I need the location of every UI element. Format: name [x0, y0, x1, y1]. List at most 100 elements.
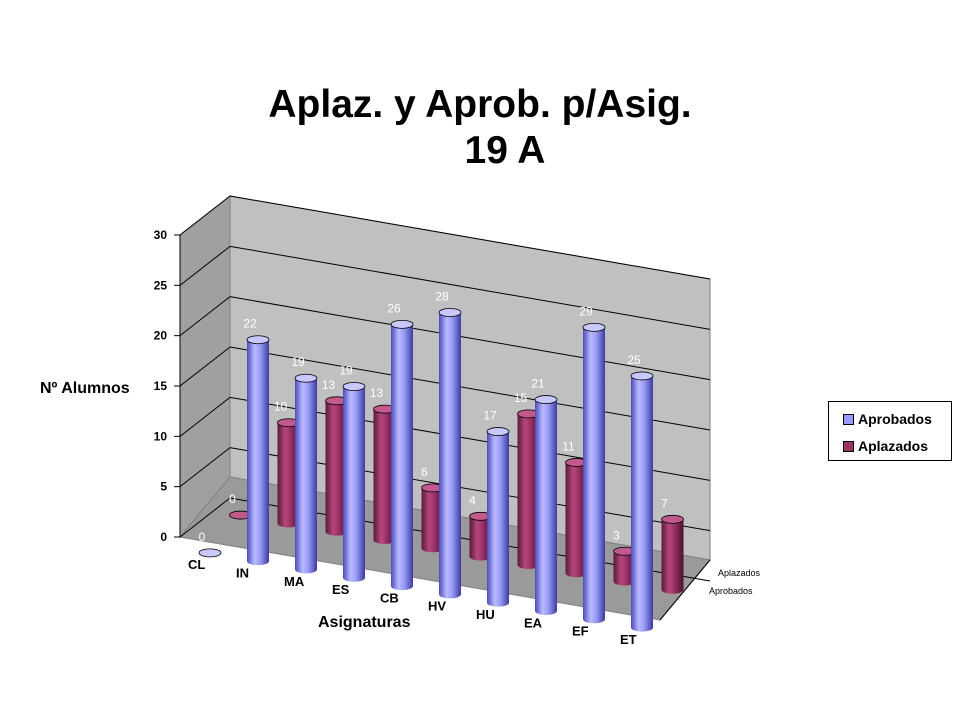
bar-aplazados-ea: 11 [562, 439, 588, 578]
gridline-side [179, 195, 231, 236]
bar-bottom [487, 598, 509, 607]
bar-body [391, 324, 413, 587]
x-tick-label: IN [236, 565, 249, 580]
bar-aprobados-ea: 21 [531, 377, 558, 615]
bar-body [325, 400, 348, 532]
data-label: 0 [199, 530, 206, 544]
bar-top [342, 382, 366, 391]
bar-aplazados-cl: 0 [229, 492, 252, 520]
legend: Aprobados Aplazados [828, 401, 952, 461]
bar-aprobados-ef: 29 [579, 304, 606, 624]
chart-title-line1: Aplaz. y Aprob. p/Asig. [268, 83, 692, 126]
data-label: 26 [387, 301, 401, 315]
data-label: 17 [483, 409, 497, 423]
y-tick-label: 15 [154, 379, 168, 393]
bar-body [421, 487, 444, 549]
bar-aplazados-hv: 4 [469, 493, 492, 561]
data-label: 22 [243, 317, 257, 331]
data-label: 7 [661, 496, 668, 510]
bar-body [343, 386, 365, 578]
data-label: 4 [469, 493, 476, 507]
depth-label-aplazados: Aplazados [718, 568, 761, 578]
bar-body [487, 431, 509, 603]
data-label: 6 [421, 465, 428, 479]
bar-body [661, 519, 684, 590]
bar-aprobados-hu: 17 [483, 409, 510, 607]
gridline-side [179, 497, 231, 538]
x-tick-label: HV [428, 599, 446, 614]
data-label: 13 [370, 386, 384, 400]
bar-bottom [631, 623, 653, 632]
data-label: 28 [435, 290, 449, 304]
legend-swatch-aprobados [843, 414, 854, 425]
bar-bottom [661, 585, 684, 594]
gridline-side [179, 245, 231, 286]
bar-aplazados-ef: 3 [613, 528, 636, 586]
bar-aprobados-in: 22 [243, 317, 270, 566]
data-label: 0 [229, 492, 236, 506]
bar-body [439, 312, 461, 595]
data-label: 19 [291, 355, 305, 369]
bar-aplazados-et: 7 [661, 496, 684, 594]
gridline-side [179, 296, 231, 337]
x-tick-label: CB [380, 590, 399, 605]
bar-bottom [535, 606, 557, 615]
bar-bottom [565, 569, 588, 578]
bar-bottom [277, 519, 300, 528]
bar-aprobados-es: 19 [339, 364, 366, 582]
bar-aplazados-in: 10 [274, 400, 300, 528]
bar-body [373, 409, 396, 540]
bar-aplazados-es: 13 [370, 386, 396, 544]
bar-bottom [295, 565, 317, 574]
data-label: 19 [339, 364, 353, 378]
bar-top [438, 308, 462, 317]
bar-top [198, 548, 222, 558]
bar-aplazados-hu: 15 [514, 391, 540, 569]
bar-aplazados-ma: 13 [322, 378, 348, 536]
y-tick-label: 30 [154, 228, 168, 242]
bar-top [534, 395, 558, 404]
bar-body [517, 413, 540, 565]
depth-label-aprobados: Aprobados [709, 586, 753, 596]
bar-top [390, 319, 414, 329]
bar-bottom [247, 557, 269, 566]
legend-label-aplazados: Aplazados [858, 438, 929, 454]
gridline [229, 296, 711, 381]
data-label: 21 [531, 377, 545, 391]
bar-body [277, 422, 300, 524]
x-tick-label: ES [332, 582, 350, 597]
bar-top [582, 322, 606, 332]
chart-title-line2: 19 A [464, 129, 546, 172]
bar-top [246, 335, 270, 345]
y-tick-label: 0 [160, 530, 167, 544]
bar-bottom [613, 577, 636, 586]
x-tick-label: MA [284, 574, 305, 589]
x-tick-label: CL [188, 557, 205, 572]
x-tick-label: HU [476, 607, 495, 622]
bar-bottom [343, 573, 365, 582]
gridline-side [179, 396, 231, 437]
bar-aprobados-cb: 26 [387, 301, 414, 591]
data-label: 29 [579, 304, 593, 318]
bar-body [583, 327, 605, 620]
bar-bottom [325, 527, 348, 536]
data-label: 3 [613, 528, 620, 542]
y-tick-label: 5 [160, 480, 167, 494]
gridline [229, 195, 711, 280]
bar-body [535, 399, 557, 611]
gridline-side [179, 346, 231, 387]
y-tick-label: 25 [154, 278, 168, 292]
x-tick-label: EF [572, 624, 589, 639]
data-label: 11 [562, 439, 575, 453]
data-label: 25 [627, 353, 641, 367]
data-label: 10 [274, 400, 288, 414]
gridline [229, 346, 711, 431]
bar-bottom [391, 582, 413, 591]
bar-bottom [439, 590, 461, 599]
bar-bottom [469, 552, 492, 561]
depth-axis-line [659, 559, 711, 621]
bar-top [630, 371, 654, 381]
x-tick-label: EA [524, 615, 543, 630]
bar-body [469, 516, 492, 557]
